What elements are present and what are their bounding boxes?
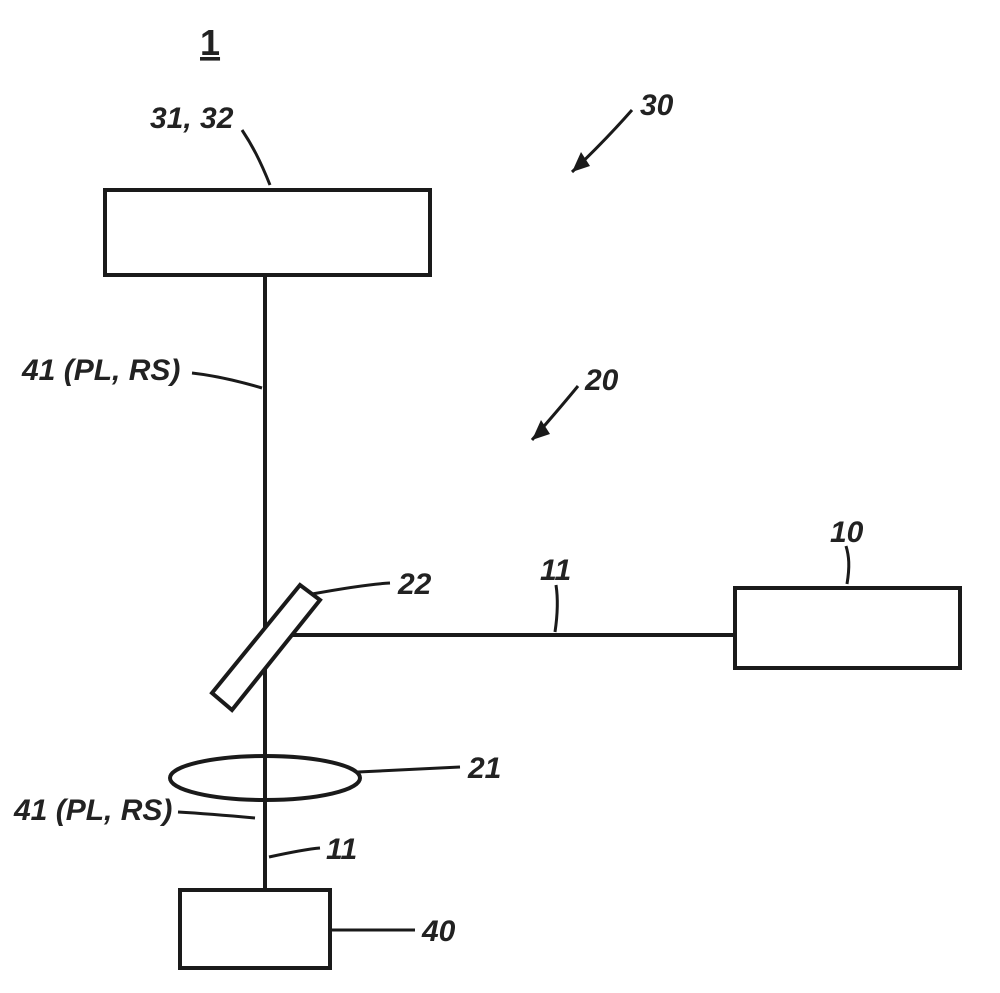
label-41-lower: 41 (PL, RS) (13, 794, 172, 827)
label-21: 21 (467, 752, 501, 785)
label-11-lower: 11 (326, 833, 357, 866)
label-10: 10 (830, 516, 864, 549)
figure-number: 1 (200, 22, 220, 63)
label-31-32: 31, 32 (150, 102, 234, 135)
label-41-upper: 41 (PL, RS) (21, 354, 180, 387)
diagram-canvas: 1 30 20 31, 32 41 (PL, RS) 22 (0, 0, 1000, 993)
leader-22: 22 (312, 568, 432, 601)
leader-11-horiz: 11 (540, 554, 571, 632)
leader-40: 40 (332, 915, 456, 948)
leader-41-upper: 41 (PL, RS) (21, 354, 262, 388)
label-30: 30 (640, 89, 674, 122)
leader-11-lower: 11 (269, 833, 357, 866)
box-right (735, 588, 960, 668)
leader-10: 10 (830, 516, 864, 584)
leader-21: 21 (358, 752, 501, 785)
label-40: 40 (421, 915, 456, 948)
arrow-30: 30 (572, 89, 674, 172)
label-11-horiz: 11 (540, 554, 571, 587)
label-20: 20 (584, 364, 619, 397)
arrow-20: 20 (532, 364, 619, 440)
leader-31-32: 31, 32 (150, 102, 270, 185)
box-top (105, 190, 430, 275)
label-22: 22 (397, 568, 432, 601)
box-bottom (180, 890, 330, 968)
